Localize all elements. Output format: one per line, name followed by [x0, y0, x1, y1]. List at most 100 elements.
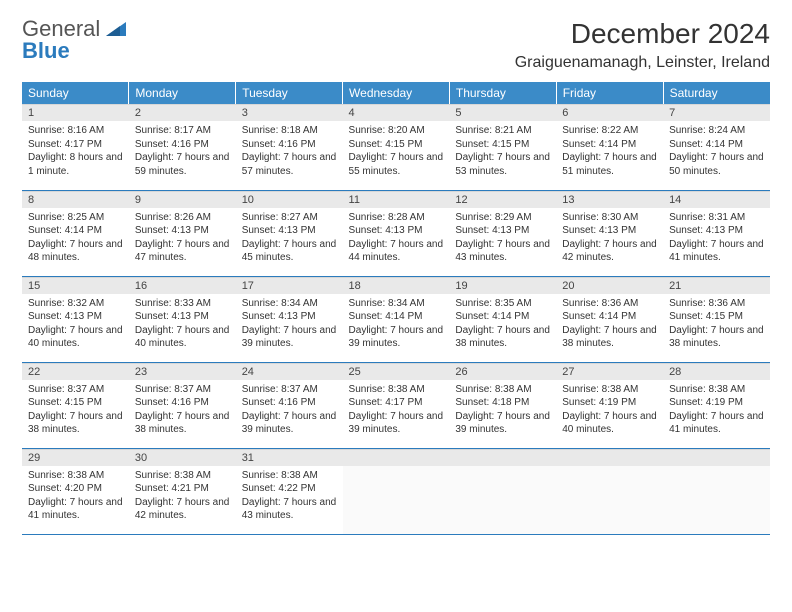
- day-sr: Sunrise: 8:22 AM: [562, 124, 657, 138]
- day-sr: Sunrise: 8:35 AM: [455, 297, 550, 311]
- day-sr: Sunrise: 8:18 AM: [242, 124, 337, 138]
- day-body: Sunrise: 8:27 AMSunset: 4:13 PMDaylight:…: [236, 208, 343, 269]
- day-number: 30: [129, 449, 236, 466]
- day-ss: Sunset: 4:14 PM: [28, 224, 123, 238]
- day-sr: Sunrise: 8:31 AM: [669, 211, 764, 225]
- day-dl: Daylight: 7 hours and 42 minutes.: [135, 496, 230, 523]
- day-ss: Sunset: 4:21 PM: [135, 482, 230, 496]
- calendar-cell: 30 Sunrise: 8:38 AMSunset: 4:21 PMDayligh…: [129, 448, 236, 534]
- day-body: Sunrise: 8:24 AMSunset: 4:14 PMDaylight:…: [663, 121, 770, 182]
- day-dl: Daylight: 7 hours and 38 minutes.: [562, 324, 657, 351]
- day-ss: Sunset: 4:20 PM: [28, 482, 123, 496]
- day-number: 8: [22, 191, 129, 208]
- day-body: Sunrise: 8:36 AMSunset: 4:14 PMDaylight:…: [556, 294, 663, 355]
- day-dl: Daylight: 7 hours and 39 minutes.: [242, 324, 337, 351]
- calendar-cell: 10Sunrise: 8:27 AMSunset: 4:13 PMDayligh…: [236, 190, 343, 276]
- calendar-cell: 4Sunrise: 8:20 AMSunset: 4:15 PMDaylight…: [343, 104, 450, 190]
- day-sr: Sunrise: 8:26 AM: [135, 211, 230, 225]
- calendar-cell: 25Sunrise: 8:38 AMSunset: 4:17 PMDayligh…: [343, 362, 450, 448]
- calendar-cell: 23Sunrise: 8:37 AMSunset: 4:16 PMDayligh…: [129, 362, 236, 448]
- day-number: 23: [129, 363, 236, 380]
- day-dl: Daylight: 7 hours and 39 minutes.: [242, 410, 337, 437]
- calendar-row: 22Sunrise: 8:37 AMSunset: 4:15 PMDayligh…: [22, 362, 770, 448]
- day-dl: Daylight: 8 hours and 1 minute.: [28, 151, 123, 178]
- calendar-cell: 26Sunrise: 8:38 AMSunset: 4:18 PMDayligh…: [449, 362, 556, 448]
- day-body: Sunrise: 8:22 AMSunset: 4:14 PMDaylight:…: [556, 121, 663, 182]
- weekday-header: Sunday: [22, 82, 129, 104]
- calendar-table: SundayMondayTuesdayWednesdayThursdayFrid…: [22, 82, 770, 535]
- day-ss: Sunset: 4:15 PM: [669, 310, 764, 324]
- day-sr: Sunrise: 8:32 AM: [28, 297, 123, 311]
- day-ss: Sunset: 4:13 PM: [349, 224, 444, 238]
- month-title: December 2024: [515, 18, 770, 50]
- day-body: Sunrise: 8:38 AMSunset: 4:20 PMDaylight:…: [22, 466, 129, 527]
- day-body: Sunrise: 8:16 AMSunset: 4:17 PMDaylight:…: [22, 121, 129, 182]
- calendar-cell: [556, 448, 663, 534]
- calendar-cell: [663, 448, 770, 534]
- day-ss: Sunset: 4:16 PM: [242, 396, 337, 410]
- day-number: 25: [343, 363, 450, 380]
- day-number: 20: [556, 277, 663, 294]
- day-dl: Daylight: 7 hours and 59 minutes.: [135, 151, 230, 178]
- day-ss: Sunset: 4:13 PM: [242, 310, 337, 324]
- calendar-cell: 22Sunrise: 8:37 AMSunset: 4:15 PMDayligh…: [22, 362, 129, 448]
- day-dl: Daylight: 7 hours and 40 minutes.: [562, 410, 657, 437]
- day-number: 13: [556, 191, 663, 208]
- day-number: 28: [663, 363, 770, 380]
- calendar-cell: 20Sunrise: 8:36 AMSunset: 4:14 PMDayligh…: [556, 276, 663, 362]
- calendar-cell: 29Sunrise: 8:38 AMSunset: 4:20 PMDayligh…: [22, 448, 129, 534]
- day-dl: Daylight: 7 hours and 38 minutes.: [135, 410, 230, 437]
- day-sr: Sunrise: 8:28 AM: [349, 211, 444, 225]
- day-dl: Daylight: 7 hours and 38 minutes.: [669, 324, 764, 351]
- logo-triangle-icon: [106, 22, 126, 36]
- day-body: Sunrise: 8:17 AMSunset: 4:16 PMDaylight:…: [129, 121, 236, 182]
- day-dl: Daylight: 7 hours and 53 minutes.: [455, 151, 550, 178]
- day-dl: Daylight: 7 hours and 38 minutes.: [455, 324, 550, 351]
- day-body: Sunrise: 8:37 AMSunset: 4:15 PMDaylight:…: [22, 380, 129, 441]
- day-dl: Daylight: 7 hours and 47 minutes.: [135, 238, 230, 265]
- day-number: 9: [129, 191, 236, 208]
- day-ss: Sunset: 4:19 PM: [562, 396, 657, 410]
- day-body: Sunrise: 8:34 AMSunset: 4:13 PMDaylight:…: [236, 294, 343, 355]
- day-ss: Sunset: 4:14 PM: [562, 138, 657, 152]
- day-dl: Daylight: 7 hours and 39 minutes.: [349, 324, 444, 351]
- day-sr: Sunrise: 8:29 AM: [455, 211, 550, 225]
- day-dl: Daylight: 7 hours and 44 minutes.: [349, 238, 444, 265]
- day-sr: Sunrise: 8:38 AM: [242, 469, 337, 483]
- day-ss: Sunset: 4:17 PM: [28, 138, 123, 152]
- day-body: Sunrise: 8:30 AMSunset: 4:13 PMDaylight:…: [556, 208, 663, 269]
- day-ss: Sunset: 4:14 PM: [455, 310, 550, 324]
- header: General Blue December 2024 Graiguenamana…: [22, 18, 770, 72]
- weekday-header: Thursday: [449, 82, 556, 104]
- calendar-cell: [343, 448, 450, 534]
- day-dl: Daylight: 7 hours and 41 minutes.: [28, 496, 123, 523]
- calendar-cell: 27Sunrise: 8:38 AMSunset: 4:19 PMDayligh…: [556, 362, 663, 448]
- day-ss: Sunset: 4:16 PM: [135, 396, 230, 410]
- day-number: 7: [663, 104, 770, 121]
- logo: General Blue: [22, 18, 126, 62]
- day-ss: Sunset: 4:16 PM: [242, 138, 337, 152]
- day-number: 12: [449, 191, 556, 208]
- day-number: 3: [236, 104, 343, 121]
- day-body: Sunrise: 8:33 AMSunset: 4:13 PMDaylight:…: [129, 294, 236, 355]
- day-body: Sunrise: 8:37 AMSunset: 4:16 PMDaylight:…: [236, 380, 343, 441]
- day-sr: Sunrise: 8:37 AM: [242, 383, 337, 397]
- day-dl: Daylight: 7 hours and 50 minutes.: [669, 151, 764, 178]
- day-sr: Sunrise: 8:20 AM: [349, 124, 444, 138]
- calendar-row: 1Sunrise: 8:16 AMSunset: 4:17 PMDaylight…: [22, 104, 770, 190]
- location: Graiguenamanagh, Leinster, Ireland: [515, 54, 770, 72]
- day-body: Sunrise: 8:25 AMSunset: 4:14 PMDaylight:…: [22, 208, 129, 269]
- calendar-cell: 14Sunrise: 8:31 AMSunset: 4:13 PMDayligh…: [663, 190, 770, 276]
- day-ss: Sunset: 4:22 PM: [242, 482, 337, 496]
- day-body: Sunrise: 8:38 AMSunset: 4:19 PMDaylight:…: [556, 380, 663, 441]
- day-ss: Sunset: 4:18 PM: [455, 396, 550, 410]
- calendar-cell: 12Sunrise: 8:29 AMSunset: 4:13 PMDayligh…: [449, 190, 556, 276]
- day-ss: Sunset: 4:16 PM: [135, 138, 230, 152]
- day-number-empty: [556, 449, 663, 466]
- day-dl: Daylight: 7 hours and 40 minutes.: [135, 324, 230, 351]
- day-sr: Sunrise: 8:34 AM: [349, 297, 444, 311]
- day-number: 29: [22, 449, 129, 466]
- day-ss: Sunset: 4:14 PM: [349, 310, 444, 324]
- calendar-cell: 9Sunrise: 8:26 AMSunset: 4:13 PMDaylight…: [129, 190, 236, 276]
- day-sr: Sunrise: 8:38 AM: [135, 469, 230, 483]
